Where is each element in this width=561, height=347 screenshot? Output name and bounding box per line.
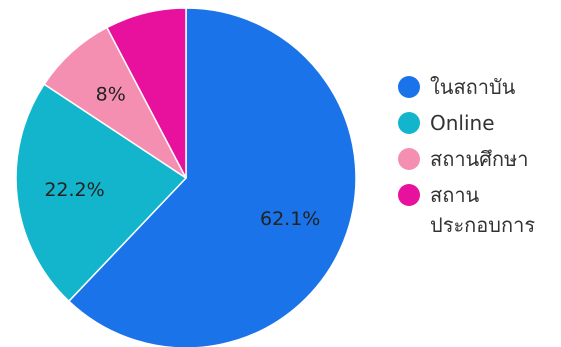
slice-label-0: 62.1% bbox=[260, 208, 320, 230]
legend-item-1[interactable]: Online bbox=[398, 108, 558, 138]
slice-label-2: 8% bbox=[96, 83, 126, 105]
pie-slice-0[interactable] bbox=[67, 7, 357, 347]
pie-slice-1[interactable] bbox=[15, 83, 188, 303]
legend-swatch-3 bbox=[398, 184, 420, 206]
legend-label-2: สถานศึกษา bbox=[430, 147, 529, 171]
legend-swatch-2 bbox=[398, 148, 420, 170]
legend-swatch-1 bbox=[398, 112, 420, 134]
pie-slice-3[interactable] bbox=[105, 7, 187, 179]
legend-label-0: ในสถาบัน bbox=[430, 75, 516, 99]
legend-swatch-0 bbox=[398, 76, 420, 98]
legend-item-0[interactable]: ในสถาบัน bbox=[398, 72, 558, 102]
chart-legend: ในสถาบัน Online สถานศึกษา สถาน ประกอบการ bbox=[398, 72, 558, 246]
slice-label-1: 22.2% bbox=[44, 179, 104, 201]
legend-label-1: Online bbox=[430, 111, 495, 135]
legend-label-3: สถาน ประกอบการ bbox=[430, 183, 536, 237]
legend-item-2[interactable]: สถานศึกษา bbox=[398, 144, 558, 174]
legend-item-3[interactable]: สถาน ประกอบการ bbox=[398, 180, 558, 240]
